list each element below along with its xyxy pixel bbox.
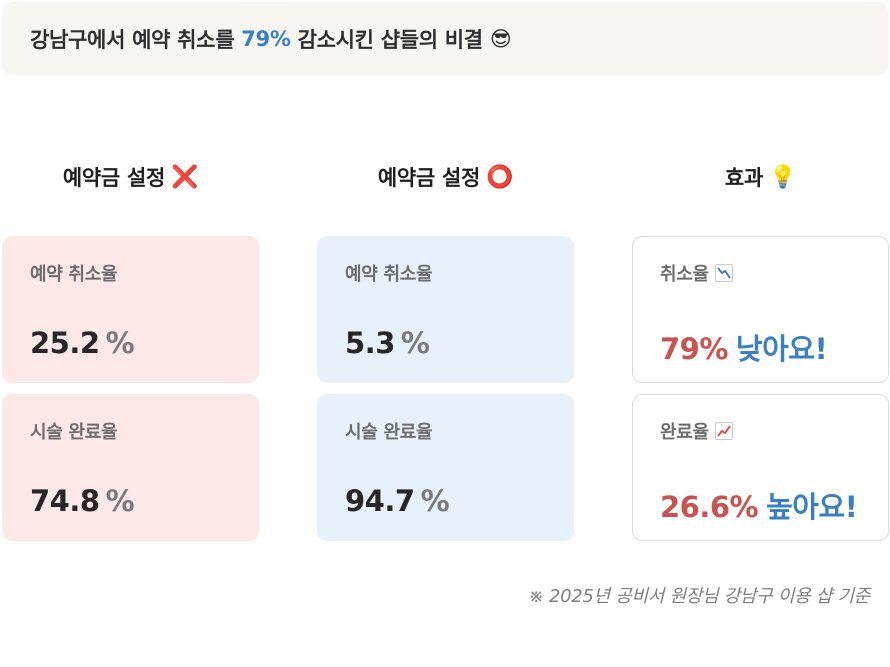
circle-mark-icon: ⭕ (486, 164, 514, 190)
chart-decreasing-icon (714, 264, 733, 282)
value-number: 74.8 (30, 484, 100, 518)
value-unit: % (105, 484, 135, 518)
headline-highlight: 79% (241, 26, 291, 51)
headline-suffix: 감소시킨 샵들의 비결 (297, 27, 484, 52)
column-title: 효과 (724, 166, 763, 190)
cross-mark-icon: ❌ (171, 164, 199, 190)
card-without-deposit-complete: 시술 완료율 74.8% (2, 394, 259, 541)
card-with-deposit-cancel: 예약 취소율 5.3% (317, 236, 574, 383)
effect-text: 높아요! (766, 490, 858, 524)
column-header-with-deposit: 예약금 설정 ⭕ (317, 160, 574, 194)
card-effect-cancel: 취소율 79% 낮아요! (632, 236, 889, 383)
card-label: 시술 완료율 (30, 422, 118, 443)
card-with-deposit-complete: 시술 완료율 94.7% (317, 394, 574, 541)
effect-text: 낮아요! (735, 332, 828, 366)
headline-prefix: 강남구에서 예약 취소를 (30, 27, 235, 52)
column-title: 예약금 설정 (377, 166, 481, 190)
card-label: 시술 완료율 (345, 422, 433, 443)
card-value: 94.7% (345, 484, 450, 518)
sunglasses-icon: 😎 (489, 26, 512, 51)
card-without-deposit-cancel: 예약 취소율 25.2% (2, 236, 259, 383)
card-value: 5.3% (345, 326, 430, 360)
column-header-effect: 효과 💡 (632, 160, 889, 194)
card-label: 예약 취소율 (345, 264, 433, 285)
card-value: 74.8% (30, 484, 135, 518)
value-number: 94.7 (345, 484, 415, 518)
card-label: 예약 취소율 (30, 264, 118, 285)
value-unit: % (400, 326, 430, 360)
card-effect-complete: 완료율 26.6% 높아요! (632, 394, 889, 541)
card-value: 79% 낮아요! (660, 326, 828, 368)
effect-number: 26.6% (660, 490, 759, 524)
effect-number: 79% (660, 332, 728, 366)
column-title: 예약금 설정 (62, 166, 166, 190)
light-bulb-icon: 💡 (768, 164, 797, 190)
value-unit: % (420, 484, 450, 518)
footnote: ※ 2025년 공비서 원장님 강남구 이용 샵 기준 (528, 586, 871, 607)
card-label: 완료율 (660, 418, 888, 444)
headline-banner: 강남구에서 예약 취소를 79% 감소시킨 샵들의 비결 😎 (2, 2, 888, 75)
card-value: 25.2% (30, 326, 135, 360)
card-value: 26.6% 높아요! (660, 484, 858, 526)
card-label: 취소율 (660, 260, 888, 286)
column-header-without-deposit: 예약금 설정 ❌ (2, 160, 259, 194)
value-unit: % (105, 326, 135, 360)
value-number: 5.3 (345, 326, 395, 360)
value-number: 25.2 (30, 326, 100, 360)
chart-increasing-icon (714, 422, 733, 440)
